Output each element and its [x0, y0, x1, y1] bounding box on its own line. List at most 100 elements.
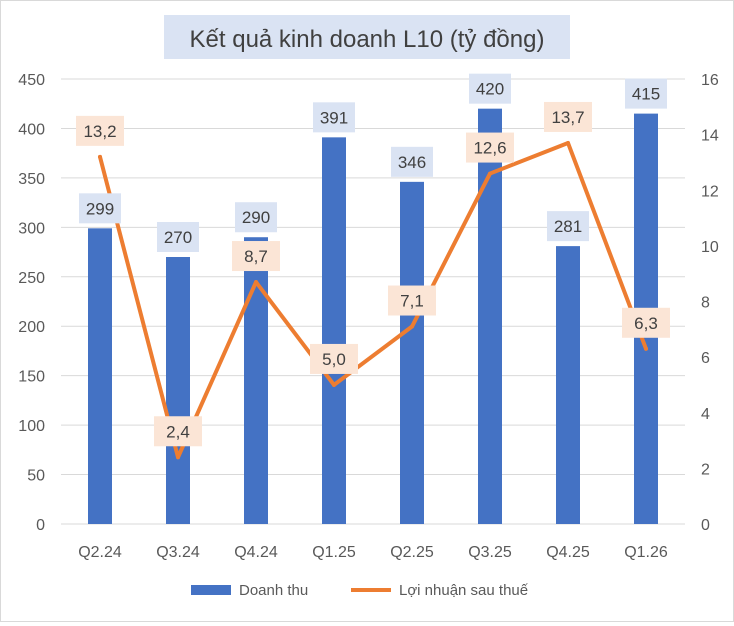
left-tick-label: 250 [18, 270, 45, 287]
line-data-label-text: 2,4 [166, 422, 190, 441]
x-tick-label: Q1.26 [624, 544, 668, 561]
left-tick-label: 450 [18, 72, 45, 89]
right-tick-label: 2 [701, 461, 710, 478]
line-data-label: 2,4 [154, 416, 202, 447]
point-profit [566, 140, 570, 145]
line-data-label-bg [310, 343, 358, 374]
line-data-label-text: 6,3 [634, 314, 658, 333]
right-tick-label: 8 [701, 295, 710, 312]
left-tick-label: 0 [36, 517, 45, 534]
right-tick-label: 10 [701, 239, 719, 256]
left-tick-label: 300 [18, 220, 45, 237]
line-data-label: 12,6 [466, 132, 514, 163]
legend-label-revenue: Doanh thu [239, 582, 308, 599]
bar-revenue [400, 181, 424, 524]
bar-data-label: 391 [313, 102, 355, 133]
line-data-label-text: 13,2 [83, 122, 116, 141]
bar-data-label: 281 [547, 211, 589, 242]
legend-item-revenue: Doanh thu [191, 582, 308, 599]
x-axis: Q2.24 Q3.24 Q4.24 Q1.25 Q2.25 Q3.25 Q4.25 Q1.26 [78, 544, 668, 561]
chart-title-group: Kết quả kinh doanh L10 (tỷ đồng) [164, 15, 570, 59]
line-data-label: 7,1 [388, 285, 436, 316]
left-tick-label: 200 [18, 319, 45, 336]
left-tick-label: 400 [18, 121, 45, 138]
line-data-label: 13,2 [76, 115, 124, 146]
left-tick-label: 100 [18, 418, 45, 435]
line-data-label-bg [466, 132, 514, 163]
x-tick-label: Q1.25 [312, 544, 356, 561]
legend-label-profit: Lợi nhuận sau thuế [399, 582, 529, 599]
point-profit [254, 280, 258, 285]
x-tick-label: Q3.25 [468, 544, 512, 561]
line-data-label-text: 13,7 [551, 108, 584, 127]
bar-data-label-bg [391, 146, 433, 177]
bar-data-label-text: 420 [476, 80, 504, 99]
left-tick-label: 350 [18, 171, 45, 188]
bar-data-label-text: 290 [242, 208, 270, 227]
bar-data-label: 420 [469, 73, 511, 104]
point-profit [488, 171, 492, 176]
bar-data-label-bg [469, 73, 511, 104]
bar-data-label-bg [79, 193, 121, 224]
bar-revenue [556, 246, 580, 524]
bar-data-label-bg [235, 202, 277, 233]
bar-data-label-bg [313, 102, 355, 133]
legend: Doanh thu Lợi nhuận sau thuế [191, 582, 529, 599]
data-labels: 299 270 290 391 346 420 281 415 13,2 2,4 8,7 5,0 7,1… [76, 73, 670, 447]
line-data-label-bg [232, 241, 280, 272]
line-data-label: 13,7 [544, 101, 592, 132]
line-data-label-text: 12,6 [473, 139, 506, 158]
line-data-label: 5,0 [310, 343, 358, 374]
x-tick-label: Q4.24 [234, 544, 278, 561]
point-profit [332, 382, 336, 387]
bar-data-label-text: 346 [398, 153, 426, 172]
chart-title: Kết quả kinh doanh L10 (tỷ đồng) [190, 26, 545, 53]
gridlines [61, 78, 685, 525]
x-tick-label: Q3.24 [156, 544, 200, 561]
bar-data-label-bg [625, 78, 667, 109]
bar-revenue [166, 257, 190, 524]
line-data-label-bg [622, 307, 670, 338]
x-tick-label: Q4.25 [546, 544, 590, 561]
line-data-label-bg [154, 416, 202, 447]
bar-data-label-text: 281 [554, 217, 582, 236]
chart-title-background [164, 15, 570, 59]
bar-data-label-bg [547, 211, 589, 242]
right-tick-label: 12 [701, 183, 719, 200]
bar-data-label: 299 [79, 193, 121, 224]
right-tick-label: 16 [701, 72, 719, 89]
bar-data-label-text: 415 [632, 85, 660, 104]
line-data-label-text: 7,1 [400, 292, 424, 311]
point-profit [98, 154, 102, 159]
point-profit [176, 455, 180, 460]
bar-revenue [322, 137, 346, 524]
legend-swatch-revenue [191, 585, 231, 595]
line-data-label: 6,3 [622, 307, 670, 338]
line-data-label-bg [388, 285, 436, 316]
x-tick-label: Q2.25 [390, 544, 434, 561]
left-tick-label: 150 [18, 369, 45, 386]
legend-item-profit: Lợi nhuận sau thuế [351, 582, 529, 599]
left-axis: 0 50 100 150 200 250 300 350 400 450 [18, 72, 45, 534]
bar-data-label: 290 [235, 202, 277, 233]
right-tick-label: 14 [701, 128, 719, 145]
bar-data-label-text: 270 [164, 228, 192, 247]
point-profit [644, 346, 648, 351]
line-data-label: 8,7 [232, 241, 280, 272]
bar-data-label-bg [157, 222, 199, 252]
right-tick-label: 4 [701, 406, 710, 423]
revenue-bars [88, 108, 658, 525]
right-tick-label: 6 [701, 350, 710, 367]
left-tick-label: 50 [27, 468, 45, 485]
bar-data-label: 270 [157, 222, 199, 252]
line-data-label-text: 5,0 [322, 350, 346, 369]
right-axis: 0 2 4 6 8 10 12 14 16 [701, 72, 719, 534]
bar-revenue [88, 228, 112, 525]
point-profit [410, 324, 414, 329]
right-tick-label: 0 [701, 517, 710, 534]
bar-data-label-text: 391 [320, 108, 348, 127]
line-data-label-bg [76, 115, 124, 146]
line-data-label-text: 8,7 [244, 247, 268, 266]
